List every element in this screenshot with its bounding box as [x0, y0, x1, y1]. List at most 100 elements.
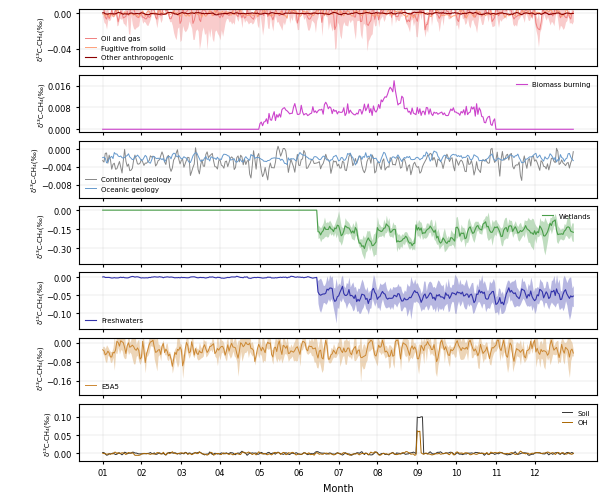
Legend: Biomass burning: Biomass burning	[513, 79, 593, 91]
Continental geology	[195, 171, 203, 177]
Wetlands	[569, 230, 577, 236]
Y-axis label: δ¹³C-CH₄(‰): δ¹³C-CH₄(‰)	[30, 148, 38, 192]
Freshwaters	[179, 275, 186, 281]
Oceanic geology	[99, 155, 107, 161]
Continental geology	[275, 144, 282, 150]
Wetlands	[195, 208, 203, 214]
Y-axis label: δ¹³C-CH₄(‰): δ¹³C-CH₄(‰)	[38, 82, 45, 126]
E5A5	[149, 338, 157, 344]
Continental geology	[448, 155, 456, 161]
Legend: Continental geology, Oceanic geology: Continental geology, Oceanic geology	[83, 174, 175, 195]
Legend: Freshwaters: Freshwaters	[83, 315, 146, 326]
Fugitive from solid	[99, 12, 107, 18]
Continental geology	[423, 157, 430, 163]
Oceanic geology	[146, 160, 153, 166]
X-axis label: Month: Month	[323, 483, 353, 493]
Continental geology	[354, 157, 362, 163]
Wetlands	[423, 228, 430, 234]
Oil and gas	[423, 23, 430, 29]
Oil and gas	[99, 6, 107, 12]
E5A5	[424, 339, 431, 345]
Soil	[244, 452, 251, 458]
Oceanic geology	[352, 163, 359, 169]
Soil	[418, 414, 425, 420]
Line: Wetlands: Wetlands	[103, 211, 573, 249]
Soil	[195, 449, 203, 455]
Freshwaters	[146, 275, 153, 281]
Fugitive from solid	[569, 11, 577, 17]
Oceanic geology	[569, 158, 577, 164]
Y-axis label: δ¹³C-CH₄(‰): δ¹³C-CH₄(‰)	[36, 279, 43, 323]
Fugitive from solid	[356, 11, 363, 17]
Oil and gas	[448, 3, 456, 9]
OH	[147, 451, 154, 457]
Other anthropogenic	[424, 12, 431, 18]
E5A5	[169, 364, 176, 370]
Line: Oceanic geology: Oceanic geology	[103, 152, 573, 166]
Line: E5A5: E5A5	[103, 341, 573, 367]
E5A5	[181, 347, 189, 353]
Y-axis label: δ¹³C-CH₄(‰): δ¹³C-CH₄(‰)	[36, 345, 43, 389]
Fugitive from solid	[146, 9, 153, 15]
OH	[132, 452, 139, 458]
Oceanic geology	[431, 149, 438, 155]
Other anthropogenic	[354, 11, 362, 17]
Biomass burning	[448, 108, 456, 114]
Line: Freshwaters: Freshwaters	[103, 277, 573, 305]
Line: OH: OH	[103, 431, 573, 455]
Biomass burning	[146, 127, 153, 133]
Oil and gas	[421, 28, 429, 34]
Soil	[424, 451, 431, 457]
Soil	[569, 450, 577, 456]
Freshwaters	[448, 290, 456, 296]
Other anthropogenic	[99, 11, 107, 17]
Y-axis label: δ¹³C-CH₄(‰): δ¹³C-CH₄(‰)	[43, 410, 51, 454]
Legend: Soil, OH: Soil, OH	[559, 407, 593, 428]
Oil and gas	[353, 8, 361, 14]
Soil	[449, 451, 457, 457]
Biomass burning	[195, 127, 203, 133]
Fugitive from solid	[317, 5, 324, 11]
Biomass burning	[179, 127, 186, 133]
Biomass burning	[569, 127, 577, 133]
Oil and gas	[146, 16, 153, 22]
Legend: Wetlands: Wetlands	[540, 210, 593, 222]
Oil and gas	[505, 0, 513, 4]
Legend: Oil and gas, Fugitive from solid, Other anthropogenic: Oil and gas, Fugitive from solid, Other …	[83, 33, 177, 64]
Fugitive from solid	[449, 14, 457, 20]
Other anthropogenic	[146, 13, 153, 19]
Fugitive from solid	[195, 11, 203, 17]
Oceanic geology	[423, 150, 430, 156]
Y-axis label: δ¹³C-CH₄(‰): δ¹³C-CH₄(‰)	[36, 213, 43, 258]
Wetlands	[99, 208, 107, 214]
Fugitive from solid	[179, 12, 186, 18]
Biomass burning	[99, 127, 107, 133]
Line: Continental geology: Continental geology	[103, 147, 573, 181]
Fugitive from solid	[424, 11, 431, 17]
Wetlands	[353, 227, 361, 233]
OH	[569, 450, 577, 456]
Other anthropogenic	[416, 10, 423, 16]
Soil	[99, 449, 107, 455]
OH	[449, 452, 457, 458]
Freshwaters	[99, 275, 107, 281]
Oceanic geology	[195, 156, 203, 162]
Other anthropogenic	[195, 11, 203, 17]
E5A5	[569, 350, 577, 356]
Line: Other anthropogenic: Other anthropogenic	[103, 13, 573, 16]
Continental geology	[99, 158, 107, 164]
Other anthropogenic	[449, 11, 457, 17]
Freshwaters	[195, 275, 203, 281]
OH	[197, 450, 205, 456]
E5A5	[449, 347, 457, 353]
Oil and gas	[179, 5, 186, 11]
Fugitive from solid	[283, 16, 290, 22]
Freshwaters	[423, 296, 430, 302]
Oceanic geology	[179, 156, 186, 162]
Oceanic geology	[449, 152, 457, 158]
OH	[424, 451, 431, 457]
Oil and gas	[195, 18, 203, 24]
Wetlands	[361, 246, 368, 252]
Other anthropogenic	[569, 12, 577, 18]
Biomass burning	[423, 105, 430, 111]
